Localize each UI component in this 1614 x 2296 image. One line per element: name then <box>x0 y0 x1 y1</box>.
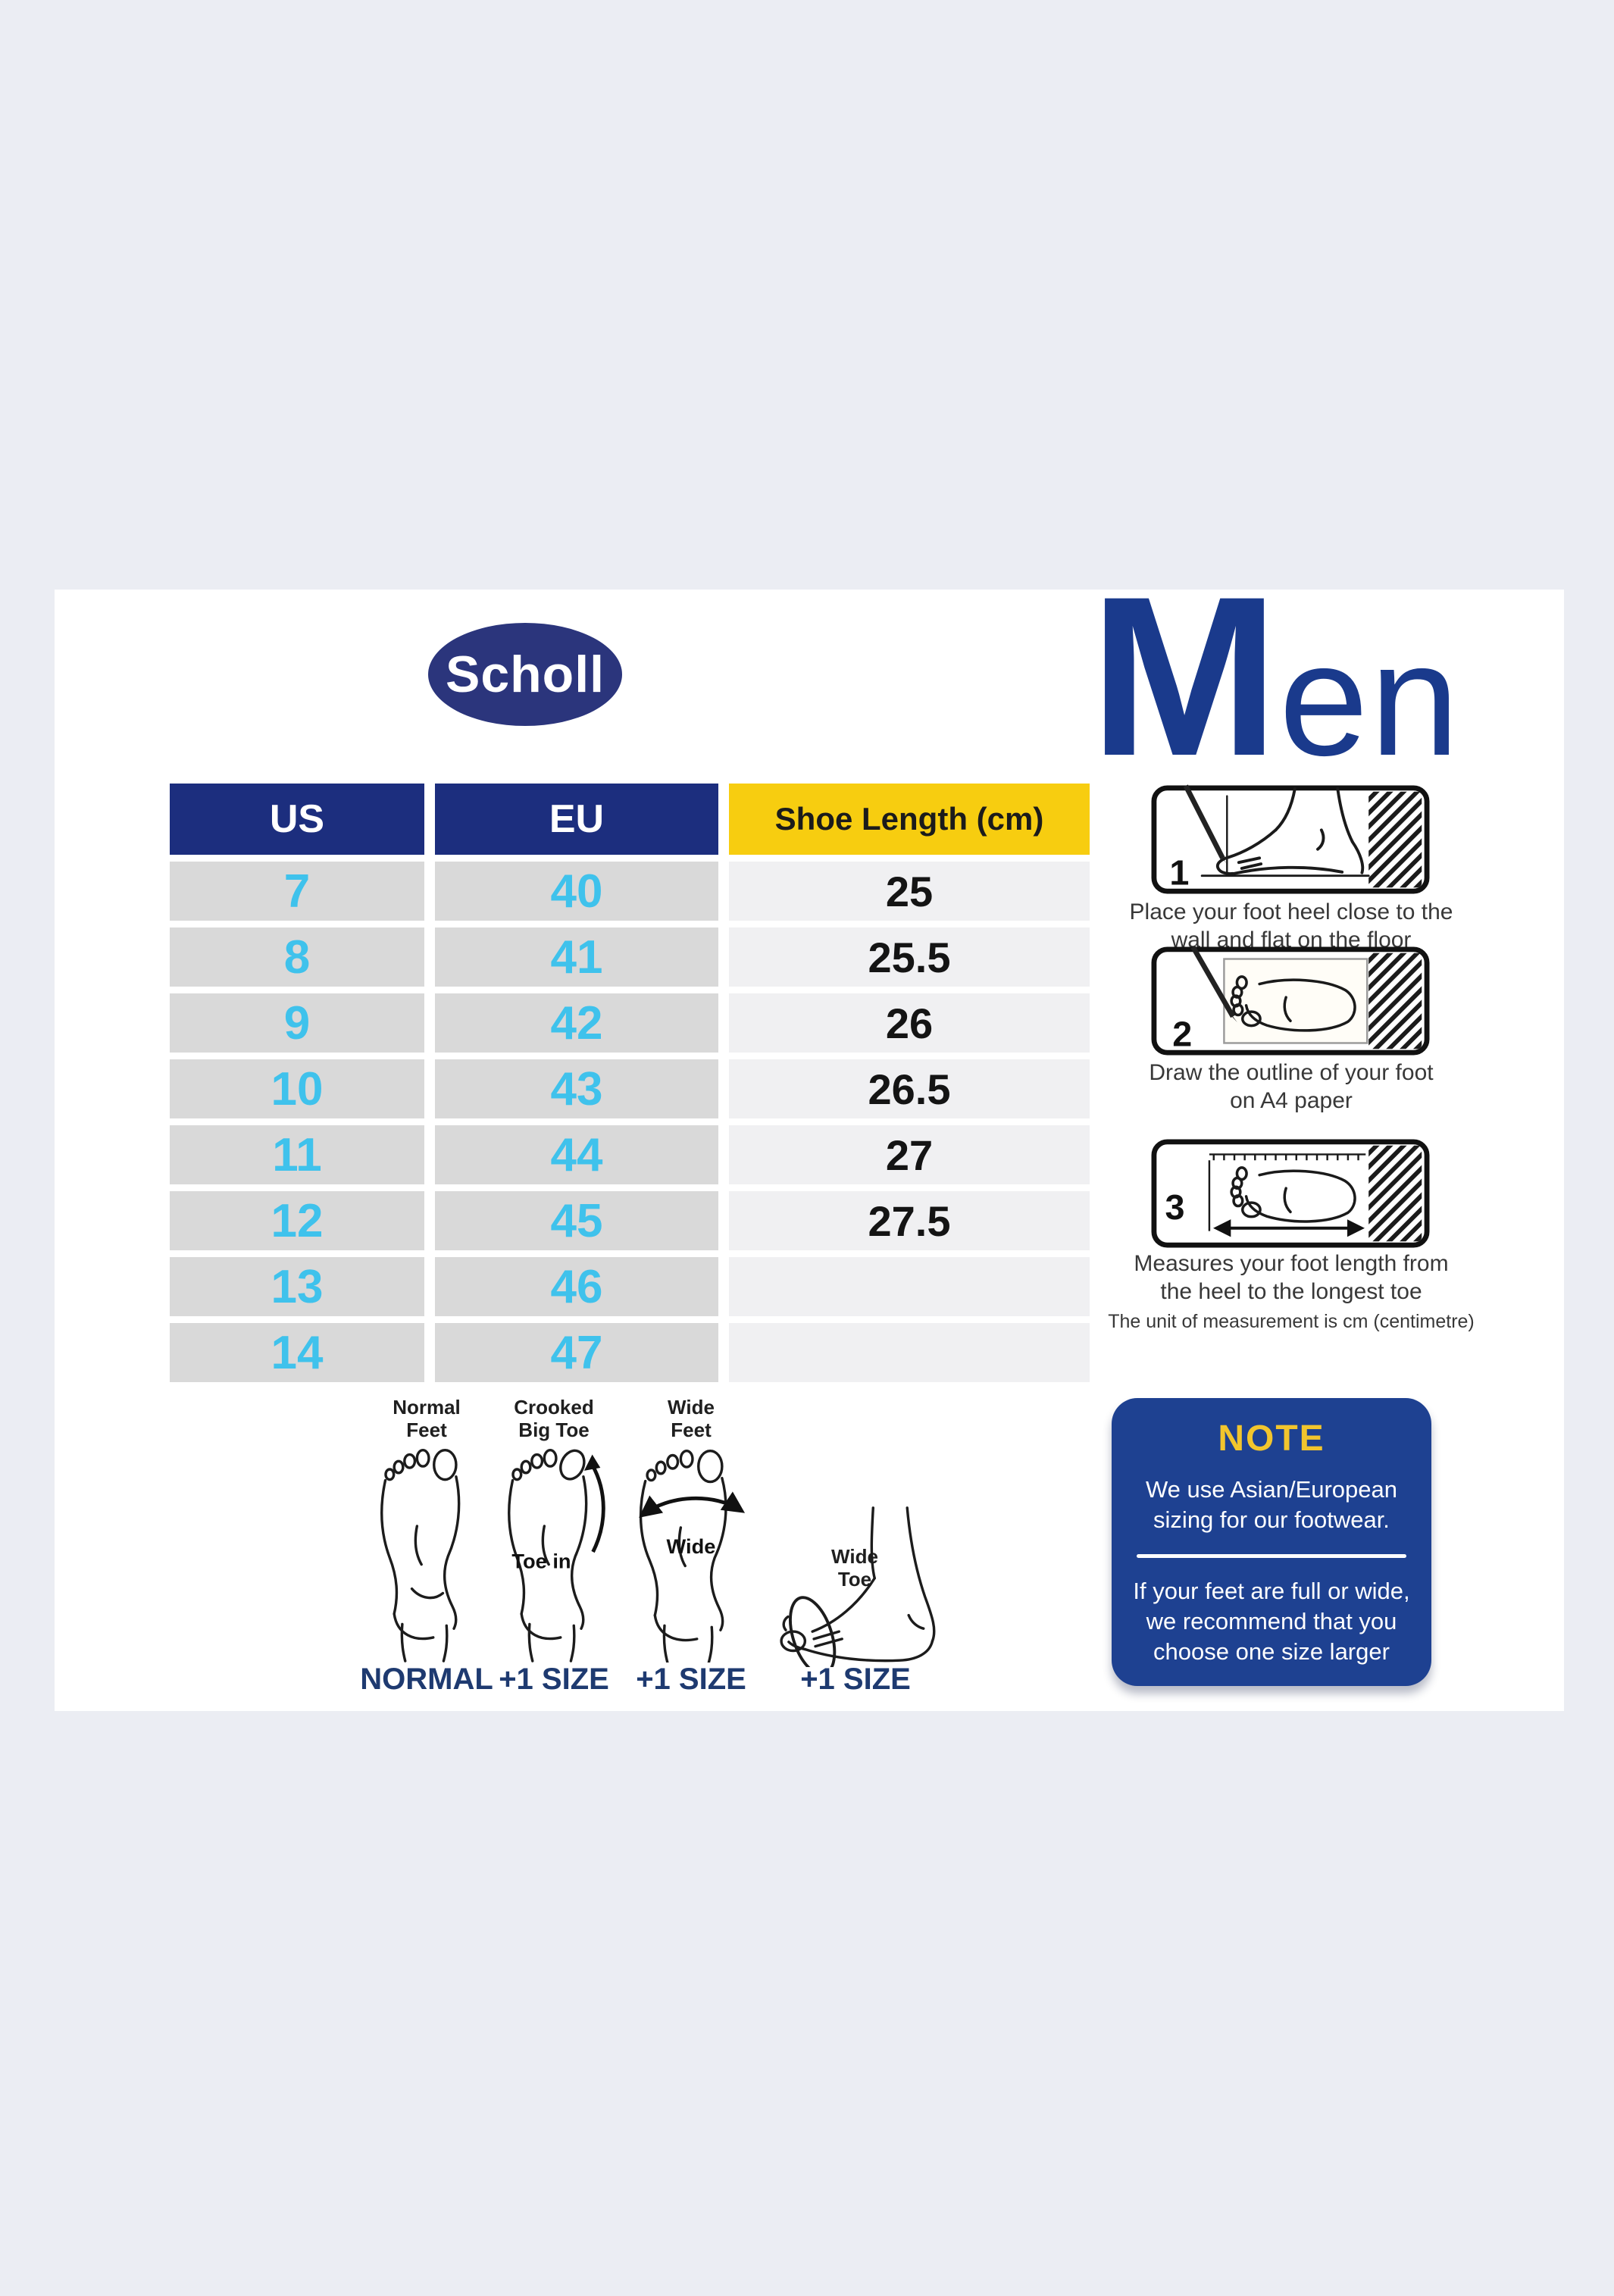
foot-crooked-big-toe-illustration: Toe in <box>497 1441 611 1666</box>
step2-illustration: 2 <box>1150 946 1431 1056</box>
size-result-plus1-crooked: +1 SIZE <box>499 1663 609 1696</box>
step1-caption: Place your foot heel close to the wall a… <box>1129 899 1453 952</box>
pencil-icon <box>1190 946 1237 1023</box>
step3-subcaption: The unit of measurement is cm (centimetr… <box>1108 1311 1475 1332</box>
table-cell-us: 9 <box>170 993 424 1053</box>
scholl-logo: Scholl <box>428 623 622 726</box>
table-cell-us: 12 <box>170 1191 424 1250</box>
step-number: 1 <box>1169 852 1189 892</box>
wide-arrow <box>639 1491 746 1518</box>
table-cell-eu: 47 <box>435 1323 718 1382</box>
wall-hatch <box>1368 1145 1422 1242</box>
wall-hatch <box>1368 952 1422 1049</box>
length-arrow <box>1208 1160 1365 1237</box>
top-foot-drawing <box>1230 1166 1356 1223</box>
page-title-initial: M <box>1090 549 1279 803</box>
note-text-recommendation: If your feet are full or wide, we recomm… <box>1133 1577 1410 1666</box>
note-box: NOTE We use Asian/European sizing for ou… <box>1112 1398 1431 1686</box>
a4-paper <box>1223 958 1368 1044</box>
foot-type-label-wide-toe: Wide Toe <box>831 1545 878 1591</box>
table-cell-cm: 27.5 <box>729 1191 1090 1250</box>
foot-normal-illustration <box>370 1441 483 1666</box>
size-result-plus1-wide-toe: +1 SIZE <box>800 1663 911 1696</box>
note-title: NOTE <box>1218 1419 1325 1459</box>
note-divider <box>1137 1553 1406 1558</box>
note-text-sizing: We use Asian/European sizing for our foo… <box>1145 1476 1398 1534</box>
table-cell-cm <box>729 1323 1090 1382</box>
size-result-plus1-wide-feet: +1 SIZE <box>636 1663 746 1696</box>
table-cell-cm: 27 <box>729 1125 1090 1184</box>
side-foot-drawing <box>1200 787 1370 877</box>
foot-type-label-normal: Normal Feet <box>393 1396 461 1441</box>
foot-wide-toe-illustration <box>762 1504 970 1676</box>
table-cell-cm: 25 <box>729 862 1090 921</box>
step-number: 3 <box>1165 1187 1185 1227</box>
pencil-icon <box>1183 784 1228 865</box>
wall-hatch <box>1368 791 1422 888</box>
table-cell-cm: 25.5 <box>729 927 1090 987</box>
step-number: 2 <box>1172 1014 1192 1053</box>
table-cell-eu: 41 <box>435 927 718 987</box>
toe-in-annotation: Toe in <box>511 1549 571 1572</box>
ruler-icon <box>1209 1153 1366 1161</box>
top-foot-drawing <box>1230 975 1356 1032</box>
table-cell-eu: 40 <box>435 862 718 921</box>
table-cell-eu: 44 <box>435 1125 718 1184</box>
table-cell-eu: 45 <box>435 1191 718 1250</box>
table-cell-us: 13 <box>170 1257 424 1316</box>
scholl-logo-text: Scholl <box>445 646 605 703</box>
toe-in-arrow <box>583 1454 605 1553</box>
step3-illustration: 3 <box>1150 1138 1431 1249</box>
table-cell-cm: 26.5 <box>729 1059 1090 1118</box>
table-cell-us: 14 <box>170 1323 424 1382</box>
table-cell-us: 7 <box>170 862 424 921</box>
table-cell-cm: 26 <box>729 993 1090 1053</box>
table-cell-us: 11 <box>170 1125 424 1184</box>
step3-caption: Measures your foot length from the heel … <box>1134 1251 1449 1304</box>
wide-toe-measure-ring <box>789 1596 837 1676</box>
col-header-us: US <box>170 784 424 855</box>
col-header-shoe-length: Shoe Length (cm) <box>729 784 1090 855</box>
table-cell-us: 8 <box>170 927 424 987</box>
table-cell-cm <box>729 1257 1090 1316</box>
foot-type-label-crooked: Crooked Big Toe <box>514 1396 594 1441</box>
foot-type-label-wide-feet: Wide Feet <box>668 1396 715 1441</box>
table-cell-eu: 42 <box>435 993 718 1053</box>
col-header-eu: EU <box>435 784 718 855</box>
size-result-normal: NORMAL <box>360 1663 493 1696</box>
page-title: M en <box>1090 562 1461 790</box>
table-cell-eu: 43 <box>435 1059 718 1118</box>
page-title-rest: en <box>1278 609 1461 789</box>
size-table: US EU Shoe Length (cm) 7 40 25 8 41 25.5… <box>170 784 1090 1382</box>
step1-illustration: 1 <box>1150 784 1431 895</box>
table-cell-us: 10 <box>170 1059 424 1118</box>
foot-wide-feet-illustration: Wide <box>630 1441 752 1666</box>
wide-annotation: Wide <box>667 1534 716 1558</box>
step2-caption: Draw the outline of your foot on A4 pape… <box>1149 1060 1434 1113</box>
table-cell-eu: 46 <box>435 1257 718 1316</box>
